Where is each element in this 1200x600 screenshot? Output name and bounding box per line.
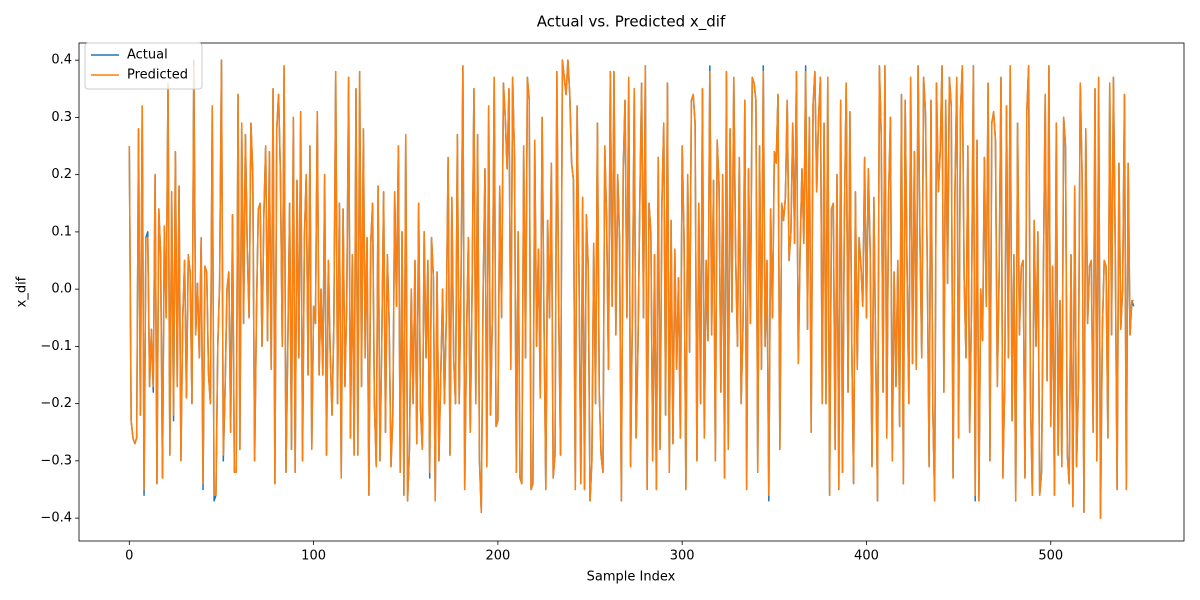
chart-title: Actual vs. Predicted x_dif <box>537 13 726 32</box>
x-tick-label: 500 <box>1038 549 1063 564</box>
y-tick-label: −0.2 <box>40 396 72 411</box>
y-tick-label: 0.4 <box>51 53 72 68</box>
plot-frame <box>78 42 1185 542</box>
x-tick-label: 200 <box>485 549 510 564</box>
legend: Actual Predicted <box>84 42 203 90</box>
x-tick-label: 400 <box>854 549 879 564</box>
y-tick-label: 0.0 <box>51 282 72 297</box>
data-line <box>128 59 1134 519</box>
x-tick-label: 0 <box>125 549 133 564</box>
y-tick-label: 0.3 <box>51 110 72 125</box>
y-tick-label: 0.2 <box>51 167 72 182</box>
legend-label: Actual <box>127 48 168 63</box>
y-tick-label: −0.1 <box>40 339 72 354</box>
legend-label: Predicted <box>127 68 188 83</box>
x-axis-label: Sample Index <box>587 570 676 585</box>
y-tick-label: −0.4 <box>40 511 72 526</box>
x-tick-label: 100 <box>301 549 326 564</box>
y-tick-label: 0.1 <box>51 224 72 239</box>
y-axis-label: x_dif <box>15 276 30 307</box>
x-tick-label: 300 <box>670 549 695 564</box>
y-tick-label: −0.3 <box>40 453 72 468</box>
